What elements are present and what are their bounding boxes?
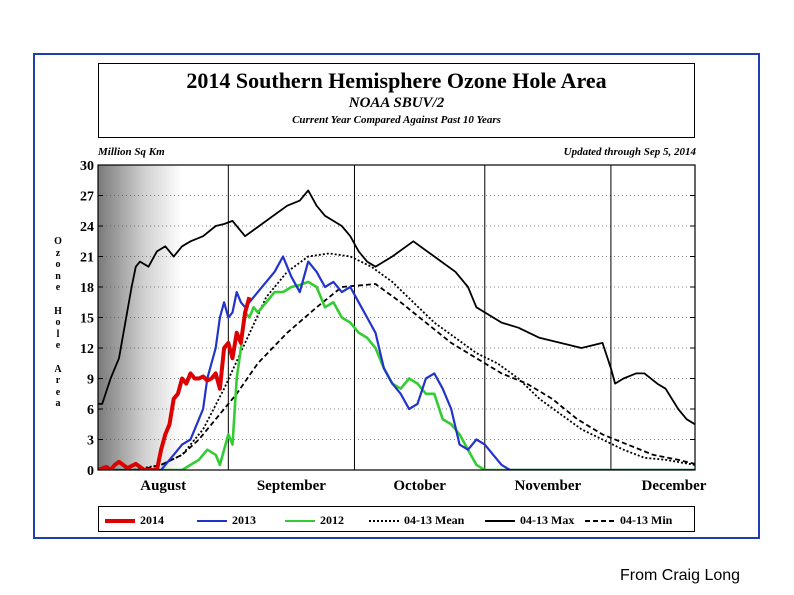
y-tick-label: 18 bbox=[80, 281, 94, 296]
source-credit: From Craig Long bbox=[620, 567, 741, 584]
series-group bbox=[98, 189, 695, 470]
x-tick-label: October bbox=[393, 478, 446, 494]
chart-title: 2014 Southern Hemisphere Ozone Hole Area bbox=[186, 68, 607, 93]
series-line-04-13-min bbox=[98, 283, 695, 470]
legend-item-04-13-max: 04-13 Max bbox=[485, 513, 574, 528]
title-box: 2014 Southern Hemisphere Ozone Hole Area… bbox=[98, 63, 695, 138]
legend-swatch bbox=[485, 520, 515, 523]
y-axis-label: O z o n e H o l e A r e a bbox=[54, 236, 62, 410]
series-line-04-13-max bbox=[98, 189, 695, 426]
legend-item-2014: 2014 bbox=[105, 513, 164, 528]
legend: 2014 2013 2012 04-13 Mean 04-13 Max 04-13 Min bbox=[98, 506, 695, 532]
legend-item-2013: 2013 bbox=[197, 513, 256, 528]
y-tick-label: 9 bbox=[87, 373, 94, 388]
legend-label: 2012 bbox=[320, 513, 344, 527]
y-tick-label: 0 bbox=[87, 464, 94, 479]
series-line-2012 bbox=[98, 280, 695, 470]
legend-swatch bbox=[285, 520, 315, 523]
legend-label: 04-13 Min bbox=[620, 513, 673, 527]
x-tick-label: August bbox=[140, 478, 186, 494]
shaded-region bbox=[98, 165, 183, 470]
y-tick-label: 30 bbox=[80, 159, 94, 174]
y-tick-label: 21 bbox=[80, 251, 94, 266]
legend-swatch bbox=[369, 520, 399, 523]
y-tick-label: 3 bbox=[87, 434, 94, 449]
legend-item-04-13-mean: 04-13 Mean bbox=[369, 513, 464, 528]
legend-label: 2013 bbox=[232, 513, 256, 527]
series-line-04-13-mean bbox=[98, 252, 695, 470]
legend-label: 04-13 Mean bbox=[404, 513, 465, 527]
chart-subtitle: NOAA SBUV/2 bbox=[348, 95, 445, 111]
x-tick-label: December bbox=[641, 478, 706, 494]
legend-swatch bbox=[197, 520, 227, 523]
series-line-2013 bbox=[98, 255, 695, 470]
x-tick-label: September bbox=[257, 478, 326, 494]
series-line-2014 bbox=[98, 296, 252, 470]
legend-item-2012: 2012 bbox=[285, 513, 344, 528]
plot-border bbox=[97, 164, 696, 471]
y-tick-label: 12 bbox=[80, 342, 94, 357]
legend-label: 2014 bbox=[140, 513, 164, 527]
legend-swatch bbox=[105, 519, 135, 524]
chart-subtitle-2: Current Year Compared Against Past 10 Ye… bbox=[292, 114, 501, 126]
y-tick-label: 27 bbox=[80, 190, 94, 205]
y-tick-label: 24 bbox=[80, 220, 94, 235]
legend-swatch bbox=[585, 520, 615, 523]
y-tick-label: 6 bbox=[87, 403, 94, 418]
unit-label: Million Sq Km bbox=[98, 146, 165, 158]
x-tick-label: November bbox=[515, 478, 582, 494]
legend-item-04-13-min: 04-13 Min bbox=[585, 513, 672, 528]
legend-label: 04-13 Max bbox=[520, 513, 575, 527]
y-tick-label: 15 bbox=[80, 312, 94, 327]
updated-label: Updated through Sep 5, 2014 bbox=[563, 146, 696, 158]
